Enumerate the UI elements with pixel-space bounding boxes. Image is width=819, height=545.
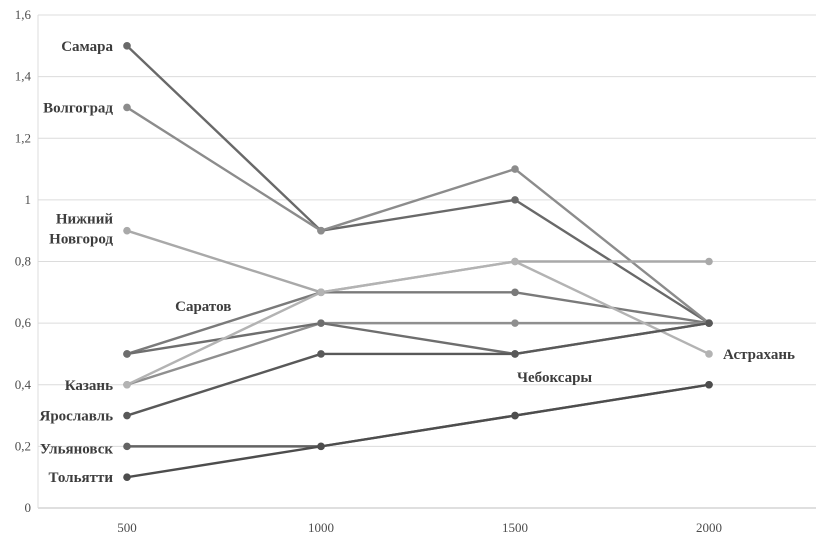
series-label: Чебоксары: [517, 370, 592, 386]
x-tick-label: 2000: [696, 520, 722, 535]
data-point: [123, 442, 131, 451]
data-point: [511, 319, 519, 327]
data-point: [123, 350, 131, 358]
data-point: [511, 350, 519, 358]
data-point: [705, 380, 713, 389]
data-point: [511, 165, 519, 173]
data-point: [511, 196, 519, 204]
data-point: [123, 411, 131, 420]
data-point: [511, 411, 519, 420]
series-label: Саратов: [175, 299, 231, 315]
series-label: Самара: [61, 39, 113, 55]
data-point: [511, 288, 519, 297]
series-line: [125, 321, 711, 386]
series-line: [125, 106, 711, 325]
series-label: Волгоград: [43, 100, 113, 116]
data-point: [317, 288, 325, 297]
data-point: [123, 103, 131, 112]
data-point: [317, 350, 325, 358]
y-tick-label: 0: [25, 500, 32, 515]
series-line: [125, 260, 711, 386]
series-label: Ульяновск: [40, 441, 113, 457]
series-label: Нижний Новгород: [49, 212, 113, 248]
y-tick-label: 0,4: [15, 377, 32, 392]
y-tick-label: 1,4: [15, 69, 32, 84]
series-line: [125, 44, 711, 325]
data-point: [511, 257, 519, 266]
series-line: [125, 383, 711, 479]
series-label: Ярославль: [40, 409, 114, 425]
series-label: Тольятти: [49, 470, 114, 486]
data-point: [123, 380, 131, 389]
data-point: [317, 226, 325, 235]
x-tick-label: 500: [117, 520, 137, 535]
series-label: Казань: [65, 378, 113, 394]
data-point: [705, 319, 713, 327]
data-point: [705, 257, 713, 266]
y-tick-label: 1,2: [15, 130, 31, 145]
x-tick-label: 1500: [502, 520, 528, 535]
y-tick-label: 1: [25, 192, 32, 207]
y-tick-label: 0,2: [15, 438, 31, 453]
data-point: [123, 226, 131, 235]
y-tick-label: 1,6: [15, 7, 32, 22]
data-point: [317, 442, 325, 451]
series-line: [125, 321, 711, 417]
data-point: [317, 319, 325, 327]
data-point: [705, 350, 713, 358]
data-point: [123, 42, 131, 50]
x-tick-label: 1000: [308, 520, 334, 535]
y-tick-label: 0,6: [15, 315, 32, 330]
series-label: Астрахань: [723, 347, 795, 363]
y-tick-label: 0,8: [15, 254, 31, 269]
data-point: [123, 473, 131, 481]
series-line: [125, 383, 711, 448]
series-line: [125, 321, 711, 356]
